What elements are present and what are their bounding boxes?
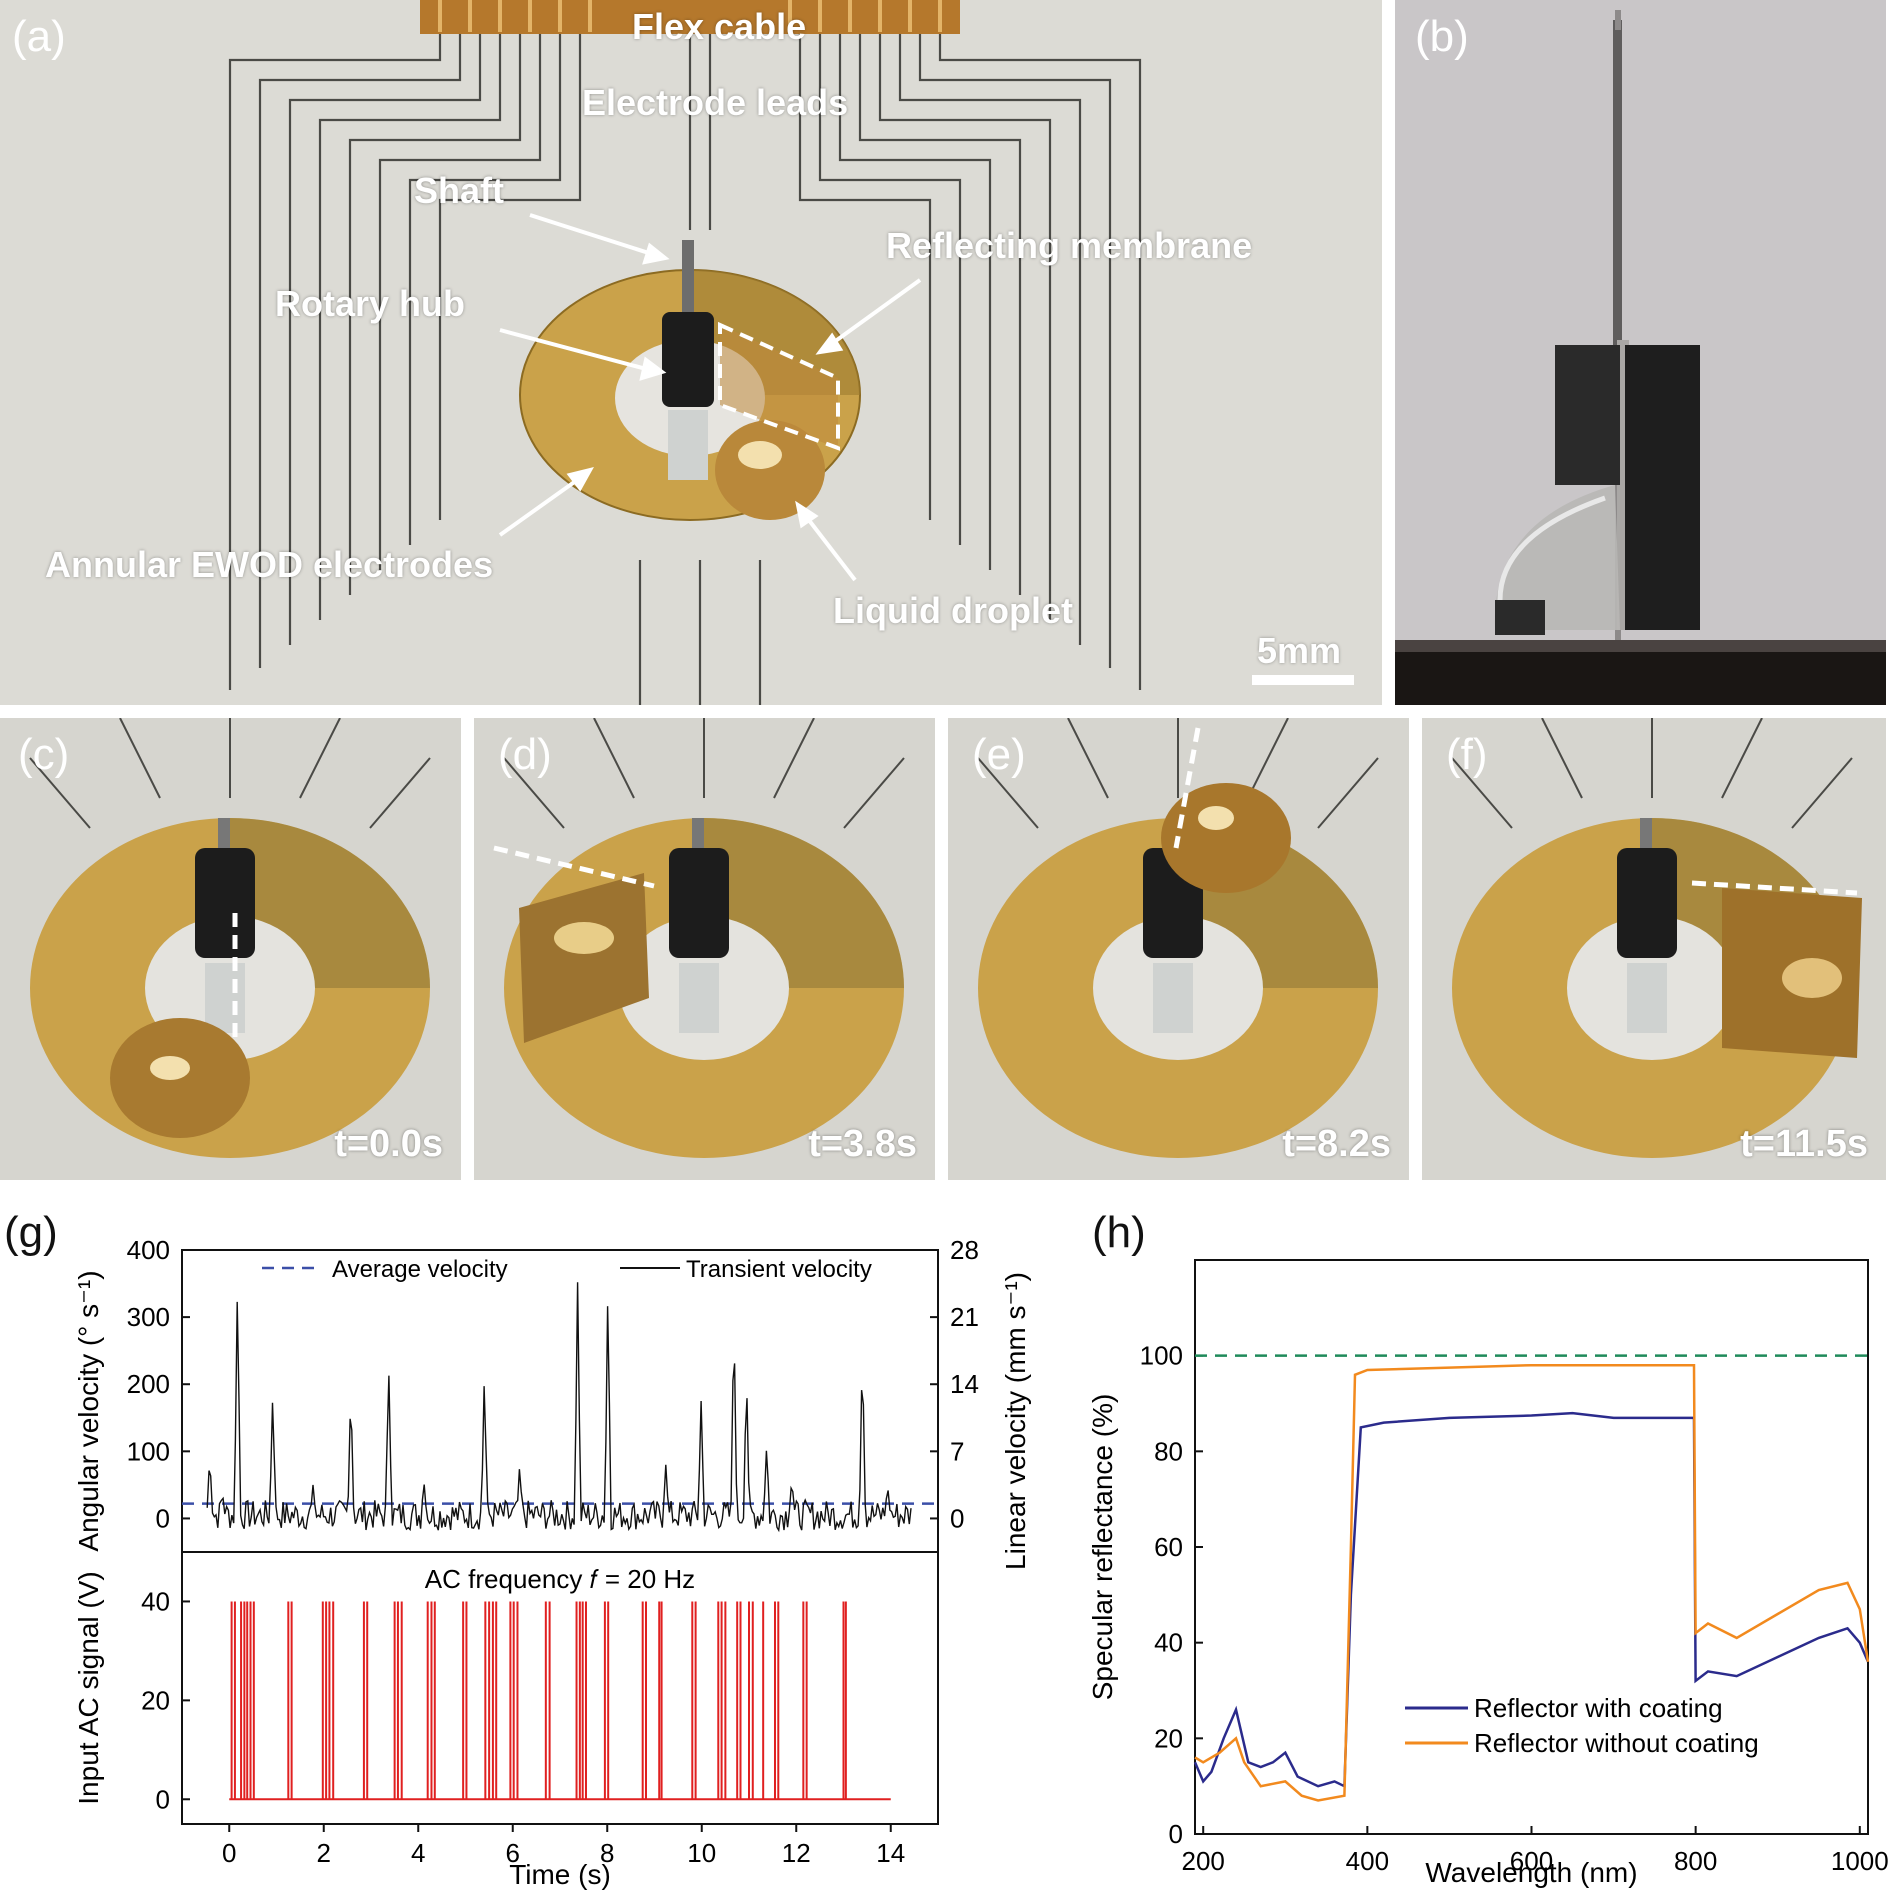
g-top-ylabel: Angular velocity (° s⁻¹) [73, 1270, 104, 1551]
panel-f-letter: (f) [1446, 730, 1488, 779]
g-top-y2label: Linear velocity (mm s⁻¹) [1000, 1272, 1031, 1570]
g-top-ytick-label: 200 [127, 1369, 170, 1399]
g-bottom-xtick-label: 0 [222, 1838, 236, 1868]
g-bottom-xtick-label: 10 [687, 1838, 716, 1868]
h-ytick-label: 80 [1154, 1436, 1183, 1466]
h-legend-without-coating-label: Reflector without coating [1474, 1728, 1759, 1758]
g-legend-average-label: Average velocity [332, 1256, 508, 1283]
g-top-ytick-label: 0 [156, 1503, 170, 1533]
panel-b-letter: (b) [1415, 12, 1469, 61]
h-ylabel: Specular reflectance (%) [1087, 1394, 1118, 1701]
panel-c-time: t=0.0s [334, 1123, 443, 1165]
h-xtick-label: 1000 [1831, 1846, 1889, 1876]
panel-b-illustration [1395, 0, 1886, 705]
label-flex-cable: Flex cable [632, 6, 807, 47]
g-bottom-ytick-label: 20 [141, 1685, 170, 1715]
g-bottom-xtick-label: 14 [876, 1838, 905, 1868]
label-liquid-droplet: Liquid droplet [833, 590, 1073, 631]
panel-b-photo: (b) [1395, 0, 1886, 705]
h-legend-with-coating-label: Reflector with coating [1474, 1693, 1723, 1723]
panel-d-letter: (d) [498, 730, 552, 779]
g-bottom-plot: 0 20 40 0 2 4 6 8 10 12 14 Time (s) Input AC signal … [73, 1551, 939, 1890]
panel-d-illustration [474, 718, 935, 1180]
g-legend-transient-label: Transient velocity [686, 1256, 872, 1283]
panel-e-photo: (e) t=8.2s [948, 718, 1409, 1180]
panel-f-illustration [1422, 718, 1886, 1180]
g-bottom-xtick-label: 12 [782, 1838, 811, 1868]
h-xtick-label: 200 [1182, 1846, 1225, 1876]
label-reflecting-membrane: Reflecting membrane [886, 225, 1253, 266]
g-bottom-ylabel: Input AC signal (V) [73, 1571, 104, 1804]
h-ytick-label: 0 [1169, 1819, 1183, 1849]
panel-a-letter: (a) [12, 12, 66, 61]
g-top-plot: 0 0 100 7 200 14 300 21 400 28 Angular velocity (°… [73, 1235, 1031, 1570]
label-electrode-leads: Electrode leads [582, 82, 849, 123]
g-top-y2tick-label: 28 [950, 1235, 979, 1265]
panel-h-letter: (h) [1092, 1208, 1146, 1257]
h-plot: 0 20 40 60 80 100 200 400 600 800 1000 Wavelength (… [1087, 1259, 1889, 1888]
label-annular-ewod-electrodes: Annular EWOD electrodes [45, 544, 494, 585]
g-transient-velocity-line [206, 1282, 912, 1533]
panel-c-illustration [0, 718, 461, 1180]
panel-a-photo: (a) Flex cable Electrode leads Shaft Ref… [0, 0, 1382, 705]
g-top-ytick-label: 100 [127, 1436, 170, 1466]
panel-g-letter: (g) [4, 1208, 58, 1257]
h-xtick-label: 800 [1674, 1846, 1717, 1876]
panel-f-time: t=11.5s [1740, 1123, 1868, 1165]
h-ytick-label: 40 [1154, 1628, 1183, 1658]
g-bottom-frame [181, 1551, 939, 1825]
g-top-y2tick-label: 0 [950, 1503, 964, 1533]
panel-d-photo: (d) t=3.8s [474, 718, 935, 1180]
panel-c-photo: (c) t=0.0s [0, 718, 461, 1180]
g-bottom-title: AC frequency 𝑓 = 20 Hz [425, 1564, 695, 1594]
panel-f-photo: (f) t=11.5s [1422, 718, 1886, 1180]
panel-a-illustration [0, 0, 1382, 705]
h-series-without-coating [1194, 1363, 1870, 1802]
scale-bar-label: 5mm [1257, 630, 1342, 671]
h-xtick-label: 600 [1510, 1846, 1553, 1876]
label-shaft: Shaft [414, 170, 504, 211]
g-top-ytick-label: 400 [127, 1235, 170, 1265]
chart-h: 0 20 40 60 80 100 200 400 600 800 1000 Wavelength (… [1087, 1259, 1889, 1888]
panel-e-time: t=8.2s [1282, 1123, 1391, 1165]
g-bottom-xtick-label: 6 [506, 1838, 520, 1868]
g-bottom-xtick-label: 4 [411, 1838, 425, 1868]
h-ytick-label: 100 [1140, 1341, 1183, 1371]
g-top-y2tick-label: 21 [950, 1302, 979, 1332]
panel-e-illustration [948, 718, 1409, 1180]
g-bottom-ytick-label: 0 [156, 1784, 170, 1814]
g-top-y2tick-label: 14 [950, 1369, 979, 1399]
label-rotary-hub: Rotary hub [275, 283, 466, 324]
g-bottom-xlabel: Time (s) [509, 1859, 611, 1890]
h-ytick-label: 20 [1154, 1723, 1183, 1753]
h-xtick-label: 400 [1346, 1846, 1389, 1876]
g-bottom-ytick-label: 40 [141, 1586, 170, 1616]
panel-c-letter: (c) [18, 730, 70, 779]
h-ytick-label: 60 [1154, 1532, 1183, 1562]
panel-d-time: t=3.8s [808, 1123, 917, 1165]
g-top-y2tick-label: 7 [950, 1436, 964, 1466]
h-series-with-coating [1193, 1411, 1870, 1789]
h-xlabel: Wavelength (nm) [1425, 1857, 1637, 1888]
g-bottom-xtick-label: 2 [317, 1838, 331, 1868]
g-bottom-xtick-label: 8 [600, 1838, 614, 1868]
g-top-ytick-label: 300 [127, 1302, 170, 1332]
panel-e-letter: (e) [972, 730, 1026, 779]
